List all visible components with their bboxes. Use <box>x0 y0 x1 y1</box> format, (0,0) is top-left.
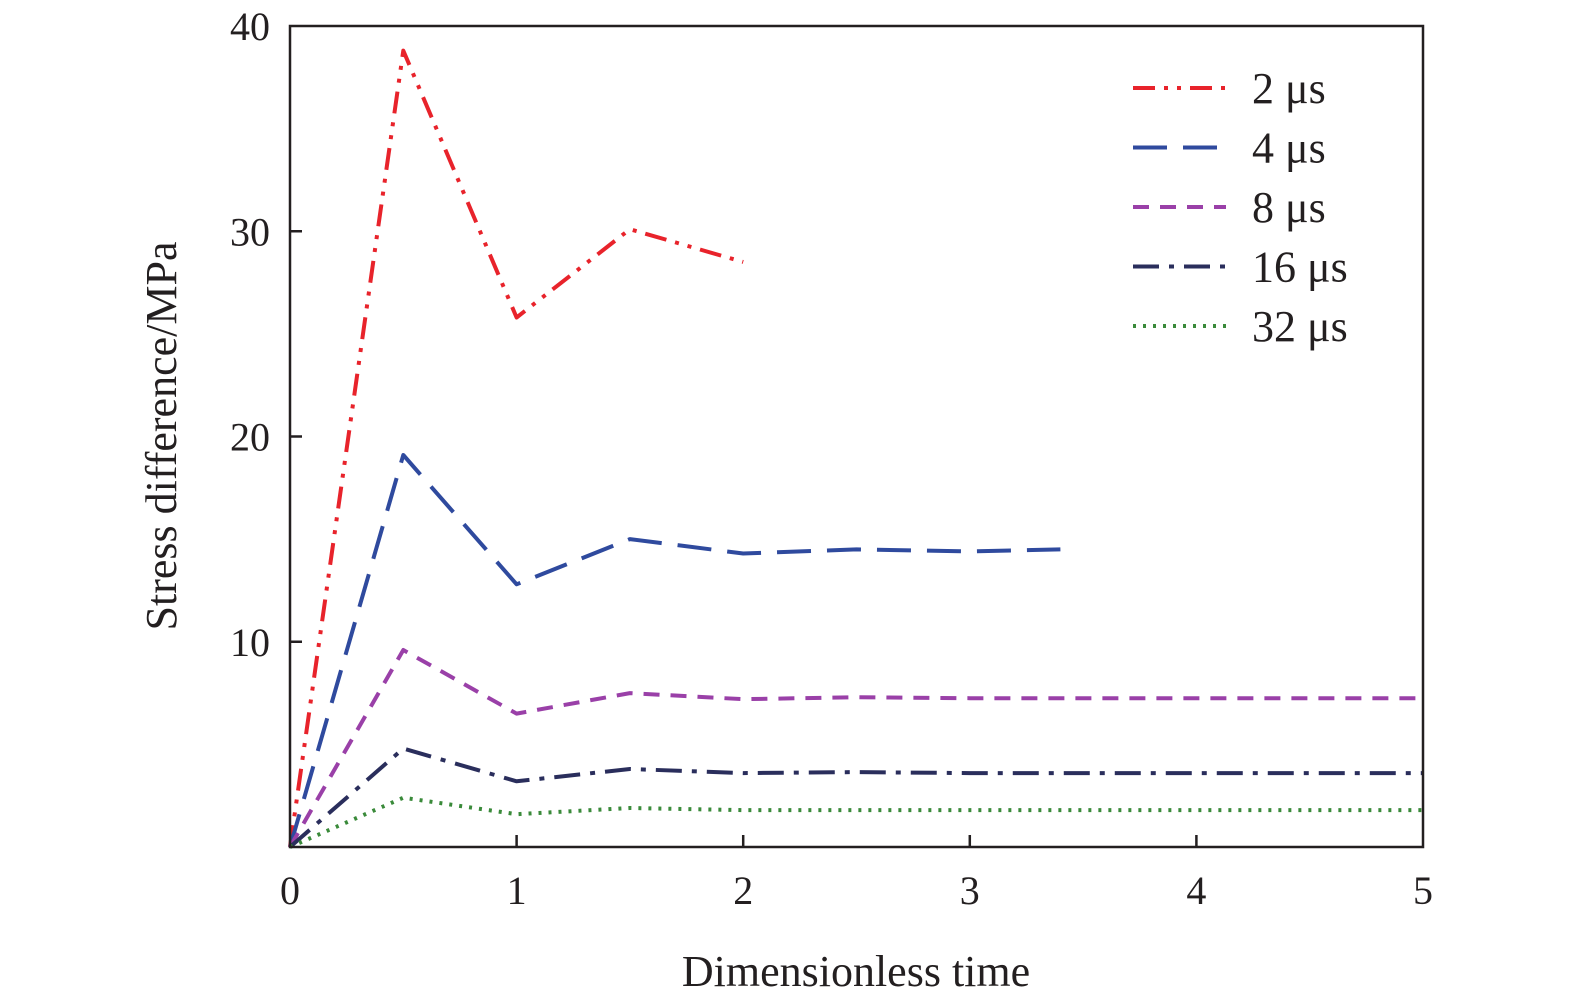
x-axis-ticks: 0 1 2 3 4 5 <box>280 835 1433 913</box>
legend-label-3: 16 μs <box>1252 243 1348 292</box>
legend-label-1: 4 μs <box>1252 124 1326 173</box>
y-tick-label: 20 <box>230 415 270 460</box>
series-line-4 <box>289 795 1423 849</box>
legend-label-0: 2 μs <box>1252 64 1326 113</box>
series-line-3 <box>288 746 1423 849</box>
legend: 2 μs 4 μs 8 μs 16 μs 32 μs <box>1133 64 1348 351</box>
y-axis-ticks: 10 20 30 40 <box>230 4 302 665</box>
y-tick-label: 10 <box>230 620 270 665</box>
legend-label-2: 8 μs <box>1252 183 1326 232</box>
legend-label-4: 32 μs <box>1252 302 1348 351</box>
x-tick-label: 1 <box>507 868 527 913</box>
y-tick-label: 40 <box>230 4 270 49</box>
x-tick-label: 4 <box>1186 868 1206 913</box>
series-layer <box>288 48 1423 849</box>
series-line-0 <box>288 48 744 848</box>
y-axis-title: Stress difference/MPa <box>137 242 186 631</box>
x-axis-title: Dimensionless time <box>682 947 1030 996</box>
y-tick-label: 30 <box>230 209 270 254</box>
x-tick-label: 3 <box>960 868 980 913</box>
series-line-1 <box>288 453 1061 848</box>
series-line-2 <box>288 648 1423 848</box>
x-tick-label: 2 <box>733 868 753 913</box>
x-tick-label: 5 <box>1413 868 1433 913</box>
x-tick-label: 0 <box>280 868 300 913</box>
